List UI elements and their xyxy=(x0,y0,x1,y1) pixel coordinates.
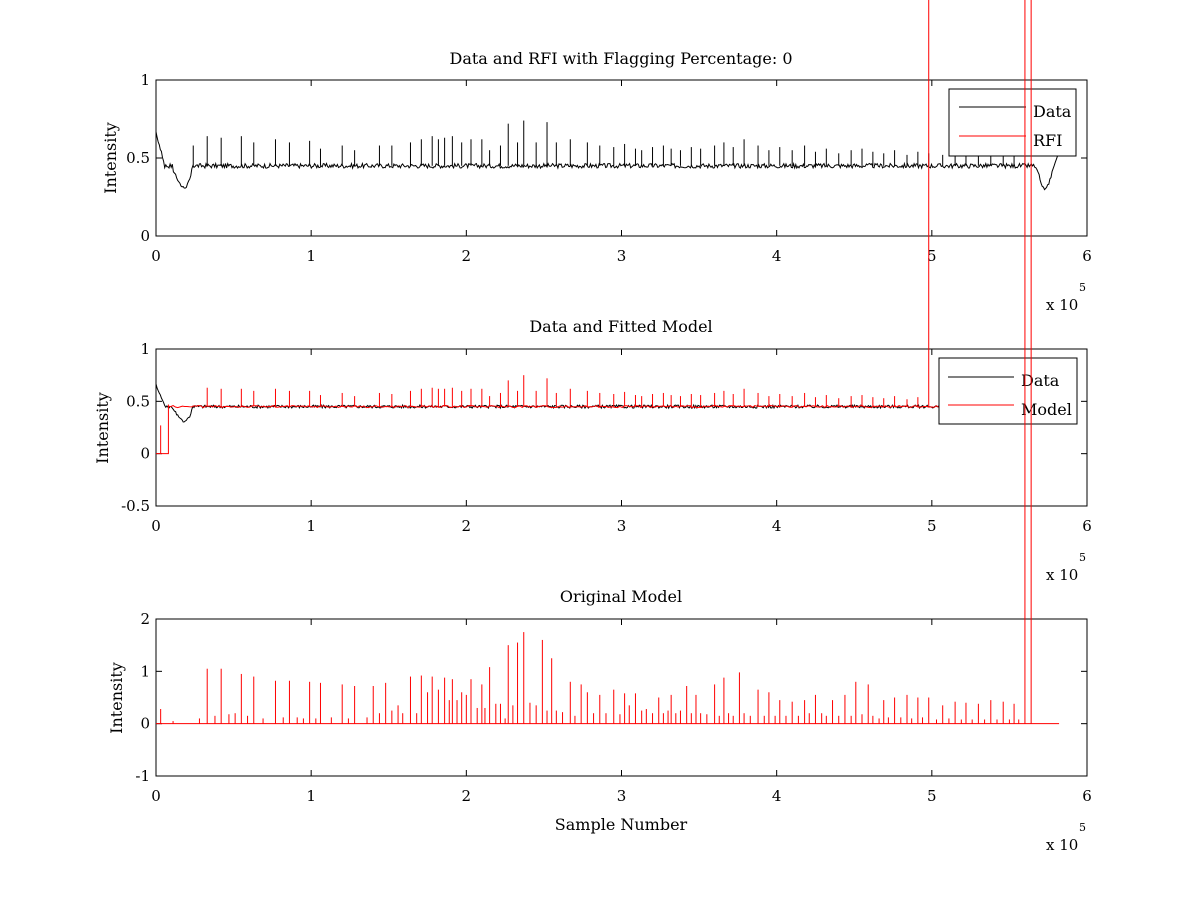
x-tick-label: 5 xyxy=(927,787,937,805)
panel-2-x-multiplier: x 10 xyxy=(1046,566,1078,584)
panel-2-ylabel: Intensity xyxy=(93,392,112,464)
y-tick-label: 0 xyxy=(140,227,150,245)
x-tick-label: 4 xyxy=(772,517,782,535)
y-tick-label: 0.5 xyxy=(126,392,150,410)
panel-3-x-multiplier: x 10 xyxy=(1046,836,1078,854)
series-data-line xyxy=(155,131,1060,191)
y-tick-label: 0 xyxy=(140,715,150,733)
legend-label-model: Model xyxy=(1021,400,1072,419)
panel-1-x-multiplier: x 10 xyxy=(1046,296,1078,314)
y-tick-label: 2 xyxy=(140,610,150,628)
series-model-line xyxy=(156,404,940,455)
x-tick-label: 6 xyxy=(1082,247,1092,265)
x-tick-label: 4 xyxy=(772,787,782,805)
x-tick-label: 3 xyxy=(617,517,627,535)
panel-3-axes-box xyxy=(155,618,1088,777)
panel-1-x-multiplier-exponent: 5 xyxy=(1079,281,1086,294)
legend-label-data: Data xyxy=(1033,102,1072,121)
y-tick-label: 0 xyxy=(140,445,150,463)
x-tick-label: 6 xyxy=(1082,517,1092,535)
x-tick-label: 5 xyxy=(927,247,937,265)
y-tick-label: -0.5 xyxy=(121,497,150,515)
panel-2-legend-box xyxy=(938,357,1078,425)
panel-data-and-rfi: Data and RFI with Flagging Percentage: 0… xyxy=(101,49,1092,314)
x-tick-label: 3 xyxy=(617,247,627,265)
y-tick-label: 1 xyxy=(140,662,150,680)
panel-1-legend-box xyxy=(948,88,1077,157)
panel-1-title: Data and RFI with Flagging Percentage: 0 xyxy=(449,49,792,68)
x-tick-label: 4 xyxy=(772,247,782,265)
x-tick-label: 1 xyxy=(306,787,316,805)
x-tick-label: 1 xyxy=(306,517,316,535)
y-tick-label: -1 xyxy=(135,767,150,785)
panel-2-axes-box xyxy=(155,348,1088,507)
panel-2-x-multiplier-exponent: 5 xyxy=(1079,551,1086,564)
panel-data-and-fitted-model: Data and Fitted Model Intensity 0 1 2 3 4 5 6 -… xyxy=(93,0,1092,584)
panel-3-x-multiplier-exponent: 5 xyxy=(1079,821,1086,834)
x-tick-label: 5 xyxy=(927,517,937,535)
x-tick-label: 2 xyxy=(462,787,472,805)
x-tick-label: 2 xyxy=(462,247,472,265)
panel-1-legend: Data RFI xyxy=(948,88,1077,157)
panel-2-title: Data and Fitted Model xyxy=(529,317,712,336)
panel-1-ylabel: Intensity xyxy=(101,122,120,194)
panel-3-xlabel: Sample Number xyxy=(555,815,688,834)
x-tick-label: 2 xyxy=(462,517,472,535)
y-tick-label: 1 xyxy=(140,71,150,89)
panel-2-legend: Data Model xyxy=(938,357,1078,425)
panel-1-axes-box xyxy=(155,79,1088,237)
y-tick-label: 1 xyxy=(140,340,150,358)
panel-3-title: Original Model xyxy=(560,587,682,606)
x-tick-label: 1 xyxy=(306,247,316,265)
panel-3-ylabel: Intensity xyxy=(107,662,126,734)
x-tick-label: 0 xyxy=(151,517,161,535)
legend-label-data-2: Data xyxy=(1021,371,1060,390)
x-tick-label: 0 xyxy=(151,787,161,805)
y-tick-label: 0.5 xyxy=(126,149,150,167)
x-tick-label: 3 xyxy=(617,787,627,805)
x-tick-label: 0 xyxy=(151,247,161,265)
x-tick-label: 6 xyxy=(1082,787,1092,805)
legend-label-rfi: RFI xyxy=(1033,131,1062,150)
